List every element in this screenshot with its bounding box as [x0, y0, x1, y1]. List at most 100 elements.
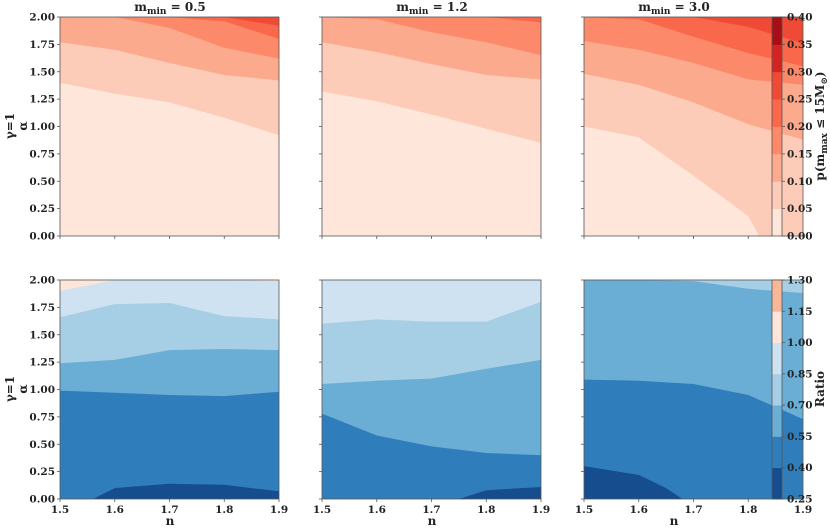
x-tick-label: 1.5 — [313, 504, 331, 516]
xlabel-right: n — [670, 514, 679, 528]
colorbar-top-label: p(mmax ≤ 15M⊙) — [813, 71, 830, 180]
colorbar-tick-label: 0.35 — [787, 39, 813, 51]
ylabel-line2: α — [16, 121, 30, 130]
colorbar-tick-label: 0.70 — [787, 400, 813, 412]
x-tick-label: 1.7 — [422, 504, 440, 516]
cbar-label-tail: ≤ 15M — [813, 85, 827, 133]
colorbar-tick-label: 0.40 — [787, 462, 813, 474]
colorbar-swatch — [772, 405, 782, 437]
cbar-label-base: p(m — [813, 154, 827, 181]
colorbar-tick-label: 0.20 — [787, 121, 813, 133]
x-tick-label: 1.9 — [794, 504, 812, 516]
colorbar-tick-label: 0.00 — [787, 231, 813, 243]
title-subscript: min — [651, 7, 671, 17]
colorbar-swatch — [772, 436, 782, 469]
y-tick-label: 1.00 — [29, 384, 55, 396]
x-tick-label: 1.5 — [575, 504, 593, 516]
y-tick-label: 1.25 — [29, 357, 55, 369]
y-tick-label: 2.00 — [29, 12, 55, 24]
colorbar-swatch — [772, 342, 782, 375]
colorbar-swatch — [772, 181, 782, 210]
x-tick-label: 1.6 — [630, 504, 648, 516]
ylabel-top-row: γ=1 α — [3, 113, 30, 139]
x-tick-label: 1.7 — [684, 504, 702, 516]
colorbar-tick-label: 1.30 — [787, 275, 813, 287]
colorbar-tick-label: 0.15 — [787, 148, 813, 160]
panel-title-mmin-3.0: mmin = 3.0 — [638, 0, 710, 17]
contour-region-1 — [60, 280, 279, 291]
y-tick-label: 1.50 — [29, 66, 55, 78]
colorbar-swatch — [772, 17, 782, 45]
title-tail: = 1.2 — [428, 0, 467, 14]
x-tick-label: 1.9 — [270, 504, 288, 516]
contour-region-0.25 — [584, 17, 803, 44]
y-tick-label: 1.25 — [29, 94, 55, 106]
colorbar-tick-label: 0.05 — [787, 203, 813, 215]
y-tick-label: 0.25 — [29, 203, 55, 215]
title-subscript: min — [409, 7, 429, 17]
contour-region-0.25 — [60, 17, 279, 26]
title-tail: = 0.5 — [166, 0, 205, 14]
y-tick-label: 1.00 — [29, 121, 55, 133]
x-tick-label: 1.8 — [215, 504, 233, 516]
ylabel-line1: γ=1 — [3, 113, 17, 139]
colorbar-swatch — [772, 373, 782, 406]
contour-region-0.85 — [322, 280, 541, 324]
colorbar-swatch — [772, 71, 782, 100]
y-tick-label: 0.75 — [29, 148, 55, 160]
y-tick-label: 0.00 — [29, 231, 55, 243]
y-tick-label: 0.75 — [29, 411, 55, 423]
xlabel-left: n — [166, 514, 175, 528]
contour-region-0.15 — [322, 17, 541, 56]
cbar-label-close: ) — [813, 71, 827, 77]
x-tick-label: 1.9 — [532, 504, 550, 516]
title-tail: = 3.0 — [670, 0, 709, 14]
x-tick-label: 1.6 — [106, 504, 124, 516]
y-tick-label: 0.00 — [29, 494, 55, 506]
colorbar-swatch — [772, 99, 782, 127]
title-base: m — [396, 0, 409, 14]
colorbar-swatch — [772, 208, 782, 237]
contour-region-0.85 — [60, 280, 279, 320]
x-tick-label: 1.7 — [160, 504, 178, 516]
contour-region-0.55 — [584, 280, 803, 420]
y-tick-label: 1.75 — [29, 39, 55, 51]
colorbar-tick-label: 0.40 — [787, 12, 813, 24]
contour-region-0.2 — [584, 17, 803, 67]
colorbar-swatch — [772, 126, 782, 155]
colorbar-tick-label: 0.85 — [787, 368, 813, 380]
contour-region-0.7 — [584, 280, 803, 294]
colorbar-tick-label: 0.25 — [787, 94, 813, 106]
colorbar-swatch — [772, 280, 782, 312]
x-tick-label: 1.8 — [477, 504, 495, 516]
colorbar-swatch — [772, 467, 782, 500]
colorbar-swatch — [772, 44, 782, 73]
contour-region-0.15 — [60, 17, 279, 59]
ylabel-line2: α — [16, 384, 30, 393]
colorbar-frame — [771, 279, 783, 500]
colorbar-tick-label: 0.25 — [787, 494, 813, 506]
colorbar-tick-label: 1.15 — [787, 306, 813, 318]
contour-region-0.2 — [322, 17, 541, 23]
y-tick-label: 1.75 — [29, 302, 55, 314]
x-tick-label: 1.6 — [368, 504, 386, 516]
y-tick-label: 0.50 — [29, 439, 55, 451]
ylabel-bottom-row: γ=1 α — [3, 376, 30, 402]
colorbar-tick-label: 0.10 — [787, 176, 813, 188]
cbar-label-subscript: max — [820, 132, 830, 153]
x-tick-label: 1.8 — [739, 504, 757, 516]
y-tick-label: 0.50 — [29, 176, 55, 188]
colorbar-swatch — [772, 311, 782, 343]
ylabel-line1: γ=1 — [3, 376, 17, 402]
y-tick-label: 2.00 — [29, 275, 55, 287]
panel-title-mmin-1.2: mmin = 1.2 — [396, 0, 468, 17]
y-tick-label: 1.50 — [29, 329, 55, 341]
y-tick-label: 0.25 — [29, 466, 55, 478]
title-base: m — [638, 0, 651, 14]
colorbar-tick-label: 0.55 — [787, 431, 813, 443]
cbar-label-sun: ⊙ — [820, 77, 830, 85]
title-base: m — [134, 0, 147, 14]
x-tick-label: 1.5 — [51, 504, 69, 516]
colorbar-swatch — [772, 153, 782, 182]
